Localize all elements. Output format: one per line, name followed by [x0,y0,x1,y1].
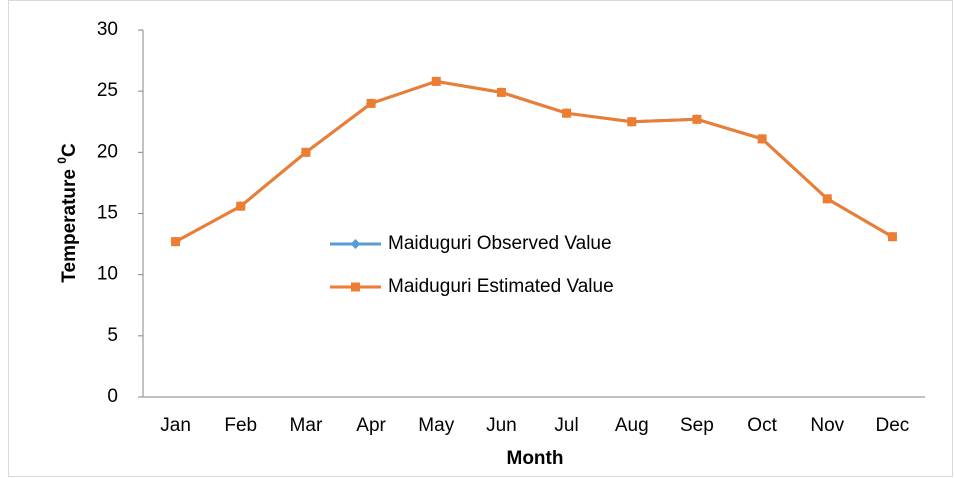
x-tick-label: Jun [486,415,517,436]
x-tick-label: Nov [810,415,844,436]
y-tick-label: 5 [107,325,118,346]
legend-label: Maiduguri Estimated Value [388,276,614,297]
y-tick-label: 15 [97,203,118,224]
x-tick-label: Jul [554,415,578,436]
x-tick-label: Dec [876,415,910,436]
y-tick-label: 20 [97,141,118,162]
data-point [496,87,506,97]
y-tick-label: 25 [97,80,118,101]
data-point [562,108,572,118]
y-axis-title-unit: C [59,143,80,157]
y-tick-label: 10 [97,264,118,285]
data-point [301,147,311,157]
data-point [627,117,637,127]
data-point [366,98,376,108]
data-point [822,194,832,204]
data-point [236,201,246,211]
y-tick-label: 30 [97,19,118,40]
y-axis-title-superscript: 0 [55,157,69,164]
data-point [692,114,702,124]
data-point [887,232,897,242]
x-tick-label: Aug [615,415,649,436]
x-tick-label: Apr [356,415,386,436]
x-tick-label: Jan [160,415,191,436]
x-tick-label: Mar [290,415,323,436]
y-axis-title: Temperature 0C [55,143,80,283]
data-point [757,134,767,144]
y-axis-title-text: Temperature [59,169,80,283]
x-tick-label: Oct [747,415,777,436]
legend-marker [350,239,361,249]
x-tick-label: Feb [224,415,257,436]
data-point [171,237,181,247]
x-tick-label: May [418,415,454,436]
legend-label: Maiduguri Observed Value [388,233,612,254]
x-tick-label: Sep [680,415,714,436]
series-line [174,79,894,243]
y-tick-label: 0 [107,386,118,407]
data-point [431,76,441,86]
x-axis-title: Month [507,448,564,469]
legend-marker [351,282,360,292]
